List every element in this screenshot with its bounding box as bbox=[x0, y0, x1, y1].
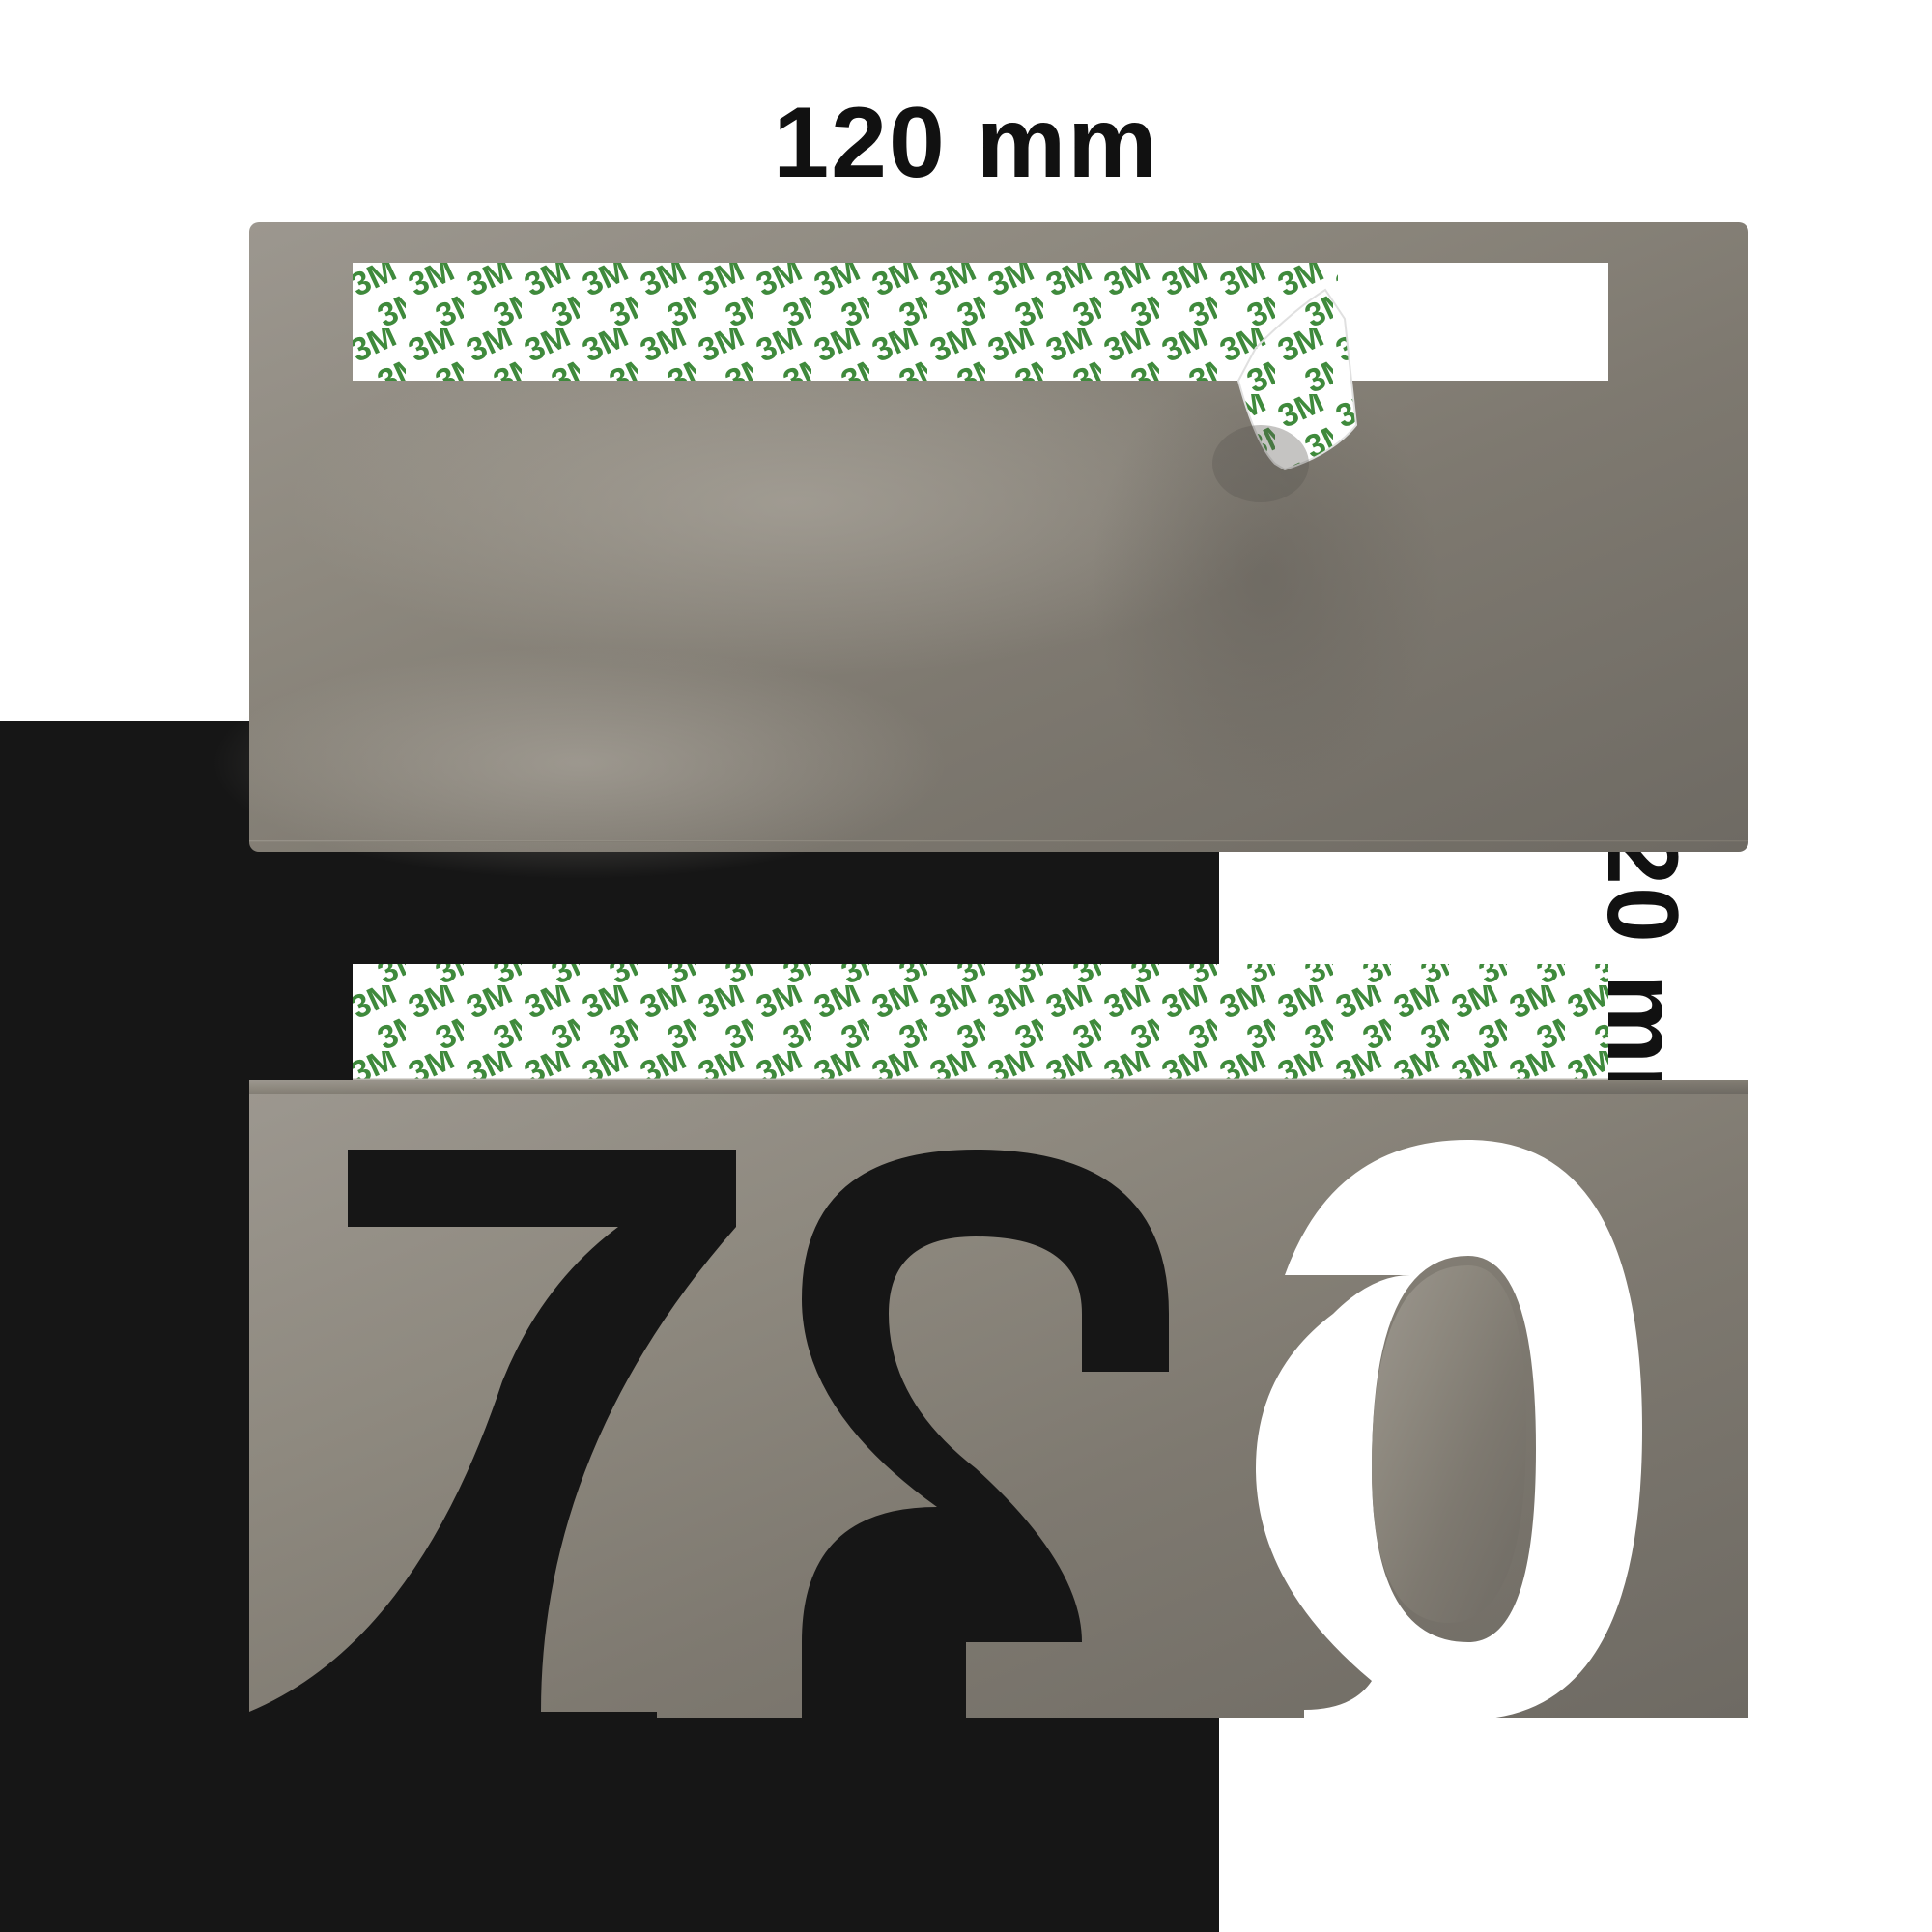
digit-2-cutout bbox=[802, 1150, 1169, 1719]
width-dimension-label: 120 mm bbox=[773, 87, 1159, 199]
digit-6-cutout bbox=[1256, 1140, 1642, 1719]
bottom-tape-printed-liner bbox=[353, 964, 1608, 1080]
surface-reflection bbox=[290, 328, 1294, 676]
digit-7-cutout bbox=[249, 1150, 736, 1719]
peeled-shadow bbox=[1212, 425, 1309, 502]
surface-smudge bbox=[1092, 357, 1439, 802]
digit-6-cutout-inner bbox=[1372, 1265, 1526, 1623]
peeled-liner-corner bbox=[1236, 288, 1358, 471]
top-tape-printed-liner bbox=[353, 263, 1338, 381]
plate-mid-gap bbox=[249, 1080, 1748, 1094]
surface-reflection-lower bbox=[213, 647, 947, 879]
digit-cutouts bbox=[249, 1140, 1642, 1719]
plate-lower-section bbox=[249, 840, 1748, 842]
